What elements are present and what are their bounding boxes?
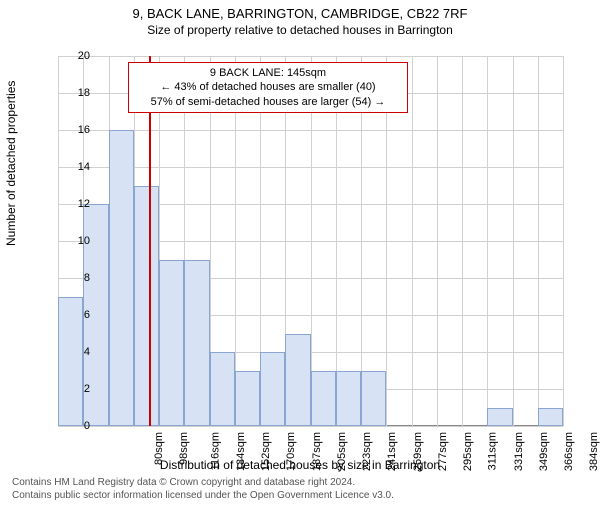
footer-line2: Contains public sector information licen… <box>12 490 394 503</box>
annotation-line1: 9 BACK LANE: 145sqm <box>135 66 401 80</box>
gridline-h <box>58 426 563 427</box>
histogram-bar <box>184 260 209 427</box>
y-tick-label: 14 <box>60 161 90 173</box>
histogram-bar <box>260 352 285 426</box>
plot-wrap: 9 BACK LANE: 145sqm← 43% of detached hou… <box>58 56 563 426</box>
y-axis-label: Number of detached properties <box>4 81 18 246</box>
histogram-bar <box>336 371 361 427</box>
histogram-bar <box>285 334 310 427</box>
y-tick-label: 12 <box>60 198 90 210</box>
annotation-line3: 57% of semi-detached houses are larger (… <box>135 95 401 109</box>
gridline-v <box>513 56 514 426</box>
y-tick-label: 2 <box>60 383 90 395</box>
y-tick-label: 4 <box>60 346 90 358</box>
gridline-v <box>437 56 438 426</box>
y-tick-label: 10 <box>60 235 90 247</box>
y-tick-label: 6 <box>60 309 90 321</box>
plot-area: 9 BACK LANE: 145sqm← 43% of detached hou… <box>58 56 563 426</box>
gridline-v <box>538 56 539 426</box>
gridline-v <box>412 56 413 426</box>
gridline-v <box>563 56 564 426</box>
gridline-v <box>462 56 463 426</box>
histogram-bar <box>487 408 512 427</box>
y-tick-label: 20 <box>60 50 90 62</box>
histogram-bar <box>235 371 260 427</box>
histogram-bar <box>159 260 184 427</box>
y-tick-label: 18 <box>60 87 90 99</box>
annotation-box: 9 BACK LANE: 145sqm← 43% of detached hou… <box>128 62 408 113</box>
histogram-bar <box>361 371 386 427</box>
gridline-v <box>487 56 488 426</box>
histogram-bar <box>134 186 159 427</box>
histogram-bar <box>311 371 336 427</box>
histogram-bar <box>210 352 235 426</box>
title-subtitle: Size of property relative to detached ho… <box>0 23 600 37</box>
footer-attribution: Contains HM Land Registry data © Crown c… <box>12 477 394 502</box>
title-address: 9, BACK LANE, BARRINGTON, CAMBRIDGE, CB2… <box>0 6 600 21</box>
annotation-line2: ← 43% of detached houses are smaller (40… <box>135 80 401 94</box>
histogram-bar <box>109 130 134 426</box>
y-tick-label: 16 <box>60 124 90 136</box>
footer-line1: Contains HM Land Registry data © Crown c… <box>12 477 394 490</box>
y-tick-label: 8 <box>60 272 90 284</box>
y-tick-label: 0 <box>60 420 90 432</box>
x-axis-label: Distribution of detached houses by size … <box>0 458 600 472</box>
chart-container: 9, BACK LANE, BARRINGTON, CAMBRIDGE, CB2… <box>0 6 600 506</box>
histogram-bar <box>538 408 563 427</box>
